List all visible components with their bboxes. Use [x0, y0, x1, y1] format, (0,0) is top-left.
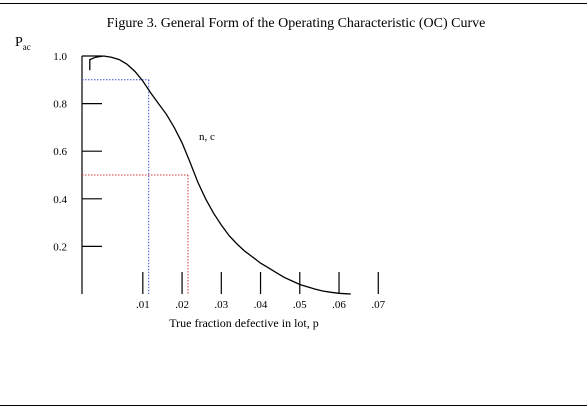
x-axis-label: True fraction defective in lot, p — [169, 316, 319, 330]
x-tick-label: .04 — [254, 299, 268, 311]
x-tick-label: .02 — [175, 299, 189, 311]
y-axis-label: Pac — [15, 35, 31, 52]
bottom-rule — [0, 405, 587, 406]
x-tick-label: .07 — [371, 299, 385, 311]
x-tick-label: .03 — [214, 299, 228, 311]
y-tick-label: 0.8 — [53, 99, 67, 111]
x-tick-label: .06 — [332, 299, 346, 311]
y-tick-label: 0.4 — [53, 194, 67, 206]
oc-curve — [89, 55, 351, 295]
chart-marks: 0.2 0.4 0.6 0.8 1.0 .01 .02 .03 .04 .05 .06 .07 — [53, 51, 385, 311]
chart-title: Figure 3. General Form of the Operating … — [107, 16, 486, 31]
y-tick-label: 0.6 — [53, 146, 67, 158]
y-tick-label: 0.2 — [53, 241, 67, 253]
curve-label: n, c — [199, 131, 215, 143]
x-tick-label: .01 — [136, 299, 150, 311]
x-tick-label: .05 — [293, 299, 307, 311]
y-tick-label: 1.0 — [53, 51, 67, 63]
top-rule — [0, 3, 587, 4]
